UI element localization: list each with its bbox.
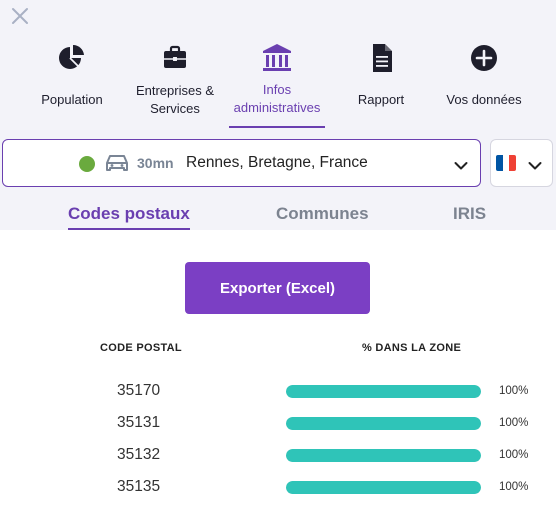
percent-value: 100% [499,417,529,429]
header-panel [0,0,556,230]
tab-iris[interactable]: IRIS [453,204,486,224]
percent-bar [286,417,481,430]
table-row: 35135 100% [0,474,556,500]
france-flag-icon [496,155,516,171]
close-icon [12,8,28,24]
percent-value: 100% [499,385,529,397]
nav-item-label: Entreprises & Services [135,83,215,116]
table-row: 35170 100% [0,378,556,404]
tab-label: Communes [276,204,369,223]
percent-bar-fill [286,449,481,462]
country-select[interactable] [490,139,553,187]
postal-code: 35170 [117,382,161,399]
institution-icon [261,42,293,74]
column-header-percent-zone: % DANS LA ZONE [362,342,462,354]
tab-label: IRIS [453,204,487,223]
percent-bar [286,385,481,398]
chevron-down-icon [454,158,468,176]
tab-label: Codes postaux [68,204,190,223]
active-nav-underline [229,126,325,128]
table-row: 35132 100% [0,442,556,468]
nav-item-label: Population [41,92,103,107]
tab-communes[interactable]: Communes [276,204,369,224]
close-button[interactable] [10,6,30,26]
document-icon [365,42,397,74]
pie-chart-icon [56,42,88,74]
percent-value: 100% [499,481,529,493]
percent-bar-fill [286,481,481,494]
sub-tabs: Codes postaux Communes IRIS [0,204,556,230]
postal-code: 35131 [117,414,161,431]
car-icon [105,153,129,178]
nav-item-label: Infos administratives [233,82,321,115]
table-row: 35131 100% [0,410,556,436]
nav-item-entreprises[interactable]: Entreprises & Services [128,40,222,130]
chevron-down-icon [528,158,542,176]
main-nav: Population Entreprises & Services [0,40,556,132]
tab-codes-postaux[interactable]: Codes postaux [68,204,190,230]
active-tab-underline [68,228,190,230]
nav-item-rapport[interactable]: Rapport [345,40,417,130]
briefcase-icon [159,42,191,74]
percent-value: 100% [499,449,529,461]
location-name: Rennes, Bretagne, France [186,154,368,171]
column-header-code-postal: CODE POSTAL [100,342,182,354]
add-circle-icon [468,42,500,74]
travel-duration: 30mn [137,155,174,171]
nav-item-vos-donnees[interactable]: Vos données [440,40,528,130]
status-dot [79,156,95,172]
nav-item-label: Vos données [446,92,522,107]
percent-bar [286,481,481,494]
percent-bar [286,449,481,462]
location-select[interactable]: 30mn Rennes, Bretagne, France [2,139,481,187]
percent-bar-fill [286,385,481,398]
postal-code: 35132 [117,446,161,463]
nav-item-label: Rapport [357,92,405,107]
postal-code: 35135 [117,478,161,495]
nav-item-population[interactable]: Population [30,40,114,130]
export-excel-button[interactable]: Exporter (Excel) [185,262,370,314]
nav-item-infos-administratives[interactable]: Infos administratives [229,40,325,130]
percent-bar-fill [286,417,481,430]
